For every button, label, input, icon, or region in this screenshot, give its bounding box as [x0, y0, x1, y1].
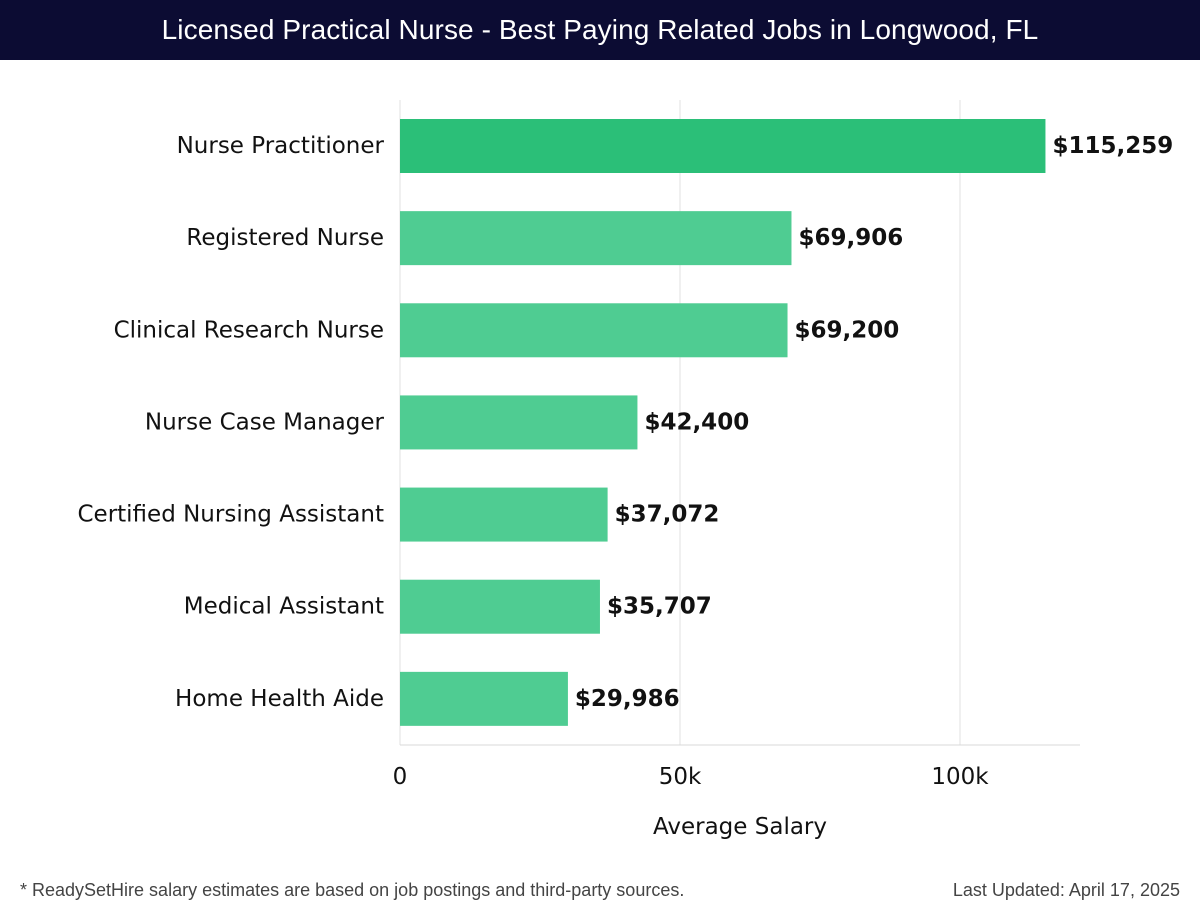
- bar-7: [400, 671, 568, 726]
- category-label-7: Home Health Aide: [175, 686, 384, 712]
- chart-title: Licensed Practical Nurse - Best Paying R…: [161, 14, 1039, 45]
- x-tick-label-1: 50k: [659, 764, 702, 790]
- bar-chart: Nurse Practitioner $115,259 Registered Nur…: [77, 100, 1173, 840]
- category-label-3: Clinical Research Nurse: [114, 317, 384, 343]
- x-tick-label-2: 100k: [931, 764, 989, 790]
- last-updated: Last Updated: April 17, 2025: [952, 880, 1180, 900]
- category-label-2: Registered Nurse: [186, 225, 384, 251]
- x-axis-title: Average Salary: [653, 814, 827, 840]
- footer-note: * ReadySetHire salary estimates are base…: [20, 880, 685, 900]
- bar-1: [400, 119, 1046, 173]
- bar-6: [400, 579, 600, 634]
- value-label-2: $69,906: [798, 225, 903, 251]
- category-label-6: Medical Assistant: [184, 594, 384, 620]
- bar-3: [400, 303, 788, 358]
- category-label-1: Nurse Practitioner: [177, 133, 385, 159]
- value-label-7: $29,986: [575, 686, 680, 712]
- title-bar: Licensed Practical Nurse - Best Paying R…: [0, 0, 1200, 60]
- value-label-3: $69,200: [795, 317, 900, 343]
- value-label-6: $35,707: [607, 594, 712, 620]
- x-tick-label-0: 0: [393, 764, 408, 790]
- category-label-4: Nurse Case Manager: [145, 409, 385, 435]
- bar-4: [400, 395, 638, 450]
- bar-2: [400, 211, 792, 266]
- value-label-5: $37,072: [615, 502, 720, 528]
- value-label-4: $42,400: [644, 409, 749, 435]
- bar-5: [400, 487, 608, 542]
- category-label-5: Certified Nursing Assistant: [77, 502, 384, 528]
- value-label-1: $115,259: [1052, 133, 1173, 159]
